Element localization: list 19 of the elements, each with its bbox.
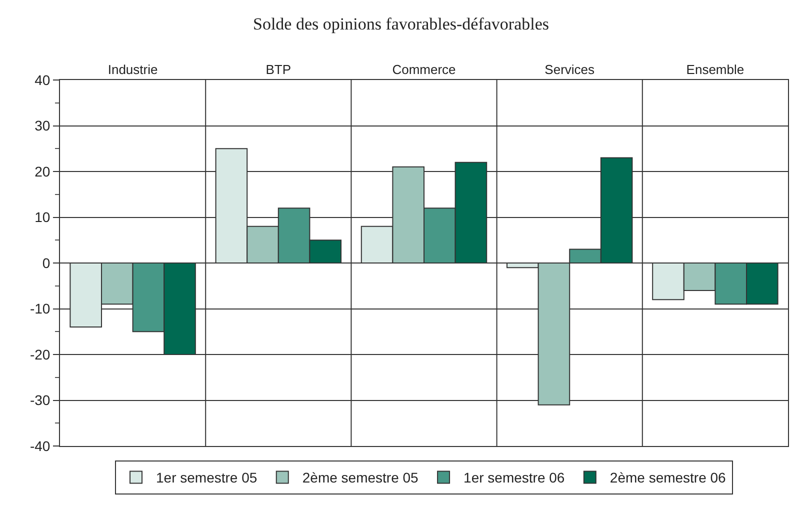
y-tick-label: -40	[30, 438, 50, 454]
y-tick-label: -30	[30, 392, 50, 408]
y-tick-label: 10	[34, 209, 50, 226]
y-tick-label: 40	[34, 72, 50, 88]
y-tick-label: 30	[34, 118, 50, 134]
chart-title: Solde des opinions favorables-défavorables	[253, 14, 549, 34]
x-tick-label: Commerce	[392, 62, 456, 77]
y-tick-label: -10	[30, 300, 50, 317]
x-tick-label: Ensemble	[686, 62, 744, 77]
legend-label: 2ème semestre 06	[610, 470, 726, 486]
legend-label: 1er semestre 05	[156, 470, 258, 486]
x-tick-label: Industrie	[108, 62, 158, 77]
legend-label: 1er semestre 06	[464, 470, 565, 486]
y-tick-label: 0	[42, 254, 50, 271]
legend-label: 2ème semestre 05	[302, 470, 419, 486]
y-tick-label: -20	[30, 346, 50, 362]
x-tick-label: Services	[544, 62, 596, 77]
y-tick-label: 20	[34, 163, 50, 180]
x-tick-label: BTP	[266, 62, 292, 77]
